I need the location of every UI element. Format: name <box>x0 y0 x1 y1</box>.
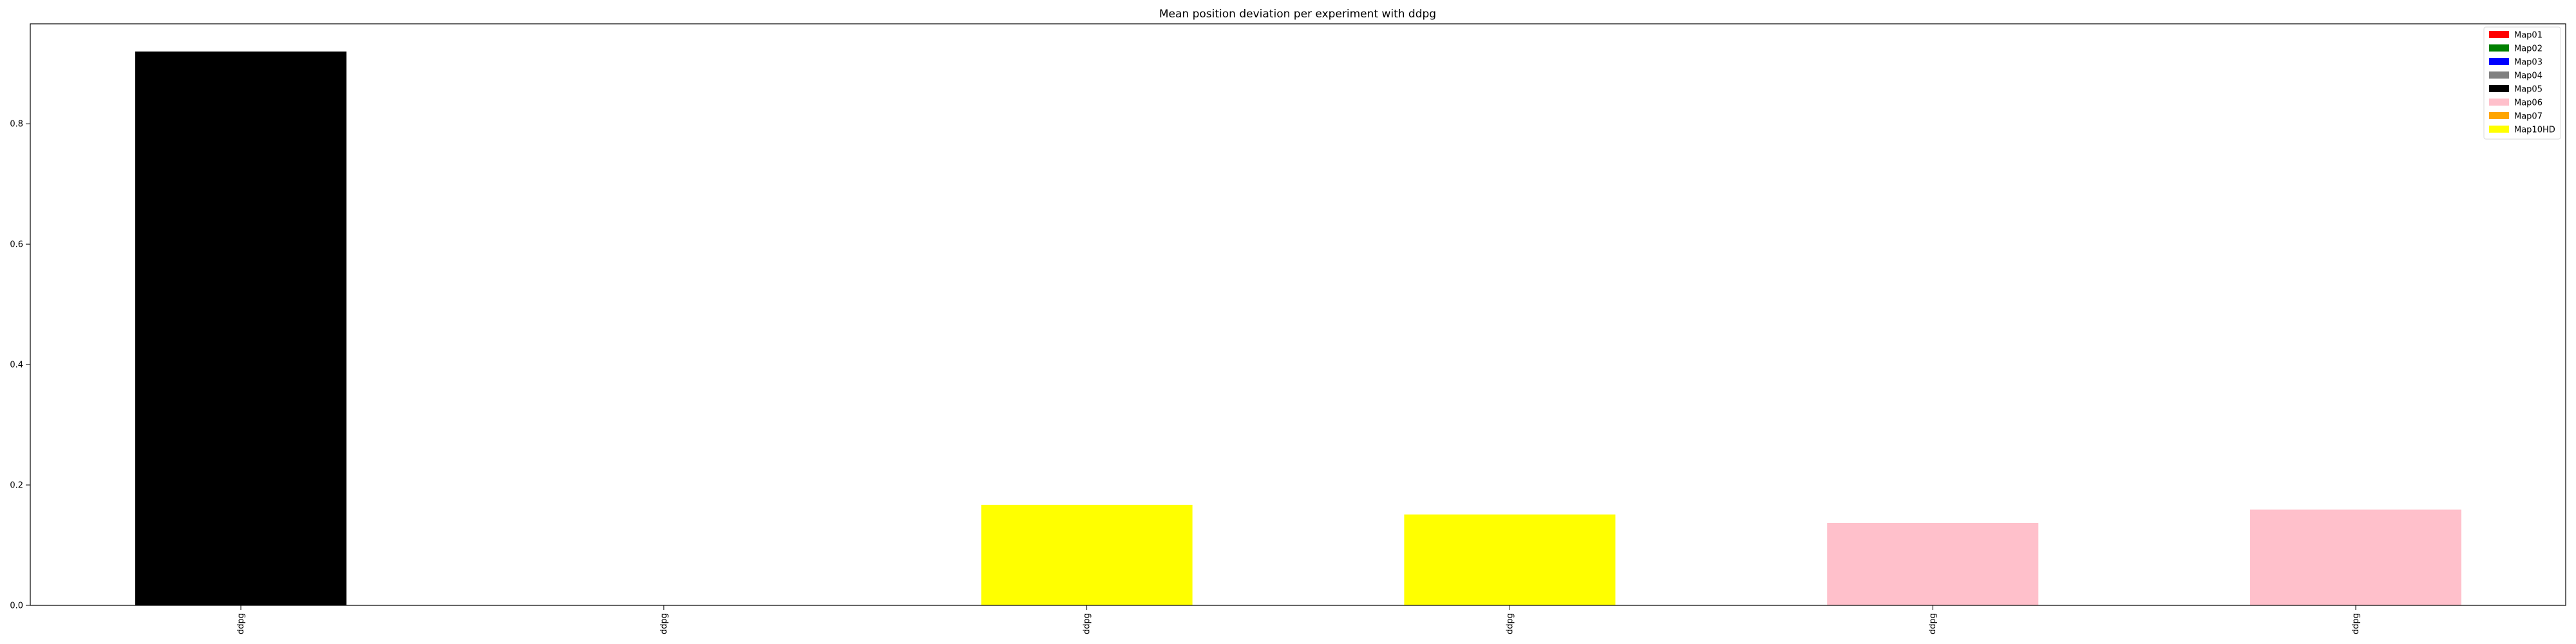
legend-swatch <box>2489 31 2509 38</box>
bar <box>1827 522 2039 605</box>
x-tick-label: ddpg <box>2351 613 2361 634</box>
bar <box>981 504 1193 605</box>
legend-swatch <box>2489 112 2509 119</box>
x-tick-label: ddpg <box>1083 613 1092 634</box>
legend-label: Map05 <box>2514 85 2543 95</box>
legend-label: Map03 <box>2514 58 2543 68</box>
bars <box>135 52 2461 605</box>
chart-title: Mean position deviation per experiment w… <box>1159 8 1436 21</box>
legend-box <box>2483 26 2561 140</box>
y-axis: 0.0 0.2 0.4 0.6 0.8 <box>10 120 30 611</box>
legend-swatch <box>2489 71 2509 79</box>
x-axis: ddpg ddpg ddpg ddpg ddpg ddpg <box>236 605 2361 634</box>
bar <box>135 52 346 605</box>
y-tick-label: 0.8 <box>10 120 23 129</box>
legend-label: Map04 <box>2514 71 2543 81</box>
legend-label: Map06 <box>2514 99 2543 108</box>
legend: Map01 Map02 Map03 Map04 Map05 Map06 Map07 Map10… <box>2483 26 2561 140</box>
legend-swatch <box>2489 126 2509 133</box>
legend-swatch <box>2489 99 2509 106</box>
legend-swatch <box>2489 44 2509 52</box>
x-tick-label: ddpg <box>659 613 669 634</box>
legend-label: Map10HD <box>2514 126 2555 135</box>
x-tick-label: ddpg <box>1505 613 1515 634</box>
bar <box>2250 509 2461 605</box>
legend-label: Map07 <box>2514 112 2543 122</box>
y-tick-label: 0.0 <box>10 601 23 611</box>
plot-area <box>30 24 2566 605</box>
legend-swatch <box>2489 58 2509 65</box>
bar <box>1404 514 1616 605</box>
legend-label: Map02 <box>2514 44 2543 54</box>
legend-label: Map01 <box>2514 31 2543 41</box>
plot-frame <box>30 23 2566 606</box>
x-tick-label: ddpg <box>1928 613 1938 634</box>
y-tick-label: 0.2 <box>10 481 23 491</box>
y-tick-label: 0.6 <box>10 240 23 250</box>
x-tick-label: ddpg <box>236 613 246 634</box>
y-tick-label: 0.4 <box>10 361 23 370</box>
legend-swatch <box>2489 85 2509 92</box>
